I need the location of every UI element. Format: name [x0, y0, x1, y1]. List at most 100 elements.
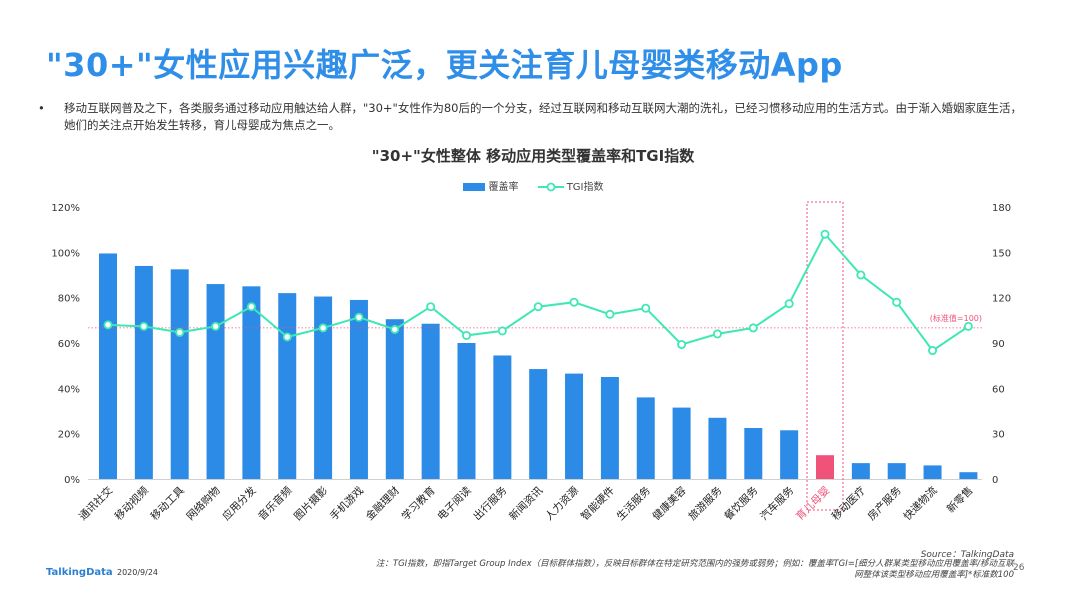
- tgi-point: [246, 302, 256, 312]
- bar-coverage: [457, 343, 476, 479]
- bar-coverage: [959, 472, 978, 479]
- bar-coverage: [672, 407, 691, 479]
- right-axis-tick-label: 120: [992, 294, 1011, 305]
- x-category-label: 移动医疗: [829, 484, 868, 523]
- reference-line-label: (标准值=100): [930, 313, 982, 323]
- x-category-label: 手机游戏: [327, 484, 366, 523]
- bar-coverage: [851, 463, 870, 479]
- tgi-point: [211, 321, 221, 331]
- tgi-point: [605, 309, 615, 319]
- x-category-label: 学习教育: [399, 484, 438, 523]
- x-category-label: 快递物流: [901, 484, 940, 523]
- x-category-label: 旅游服务: [686, 484, 725, 523]
- left-axis-tick-label: 100%: [51, 248, 80, 259]
- footer-date: 2020/9/24: [117, 568, 159, 577]
- bar-coverage: [529, 369, 548, 479]
- x-category-label: 移动视频: [112, 484, 151, 523]
- legend-bar-swatch: [462, 183, 485, 191]
- chart-legend: 覆盖率 TGI指数: [0, 178, 1066, 193]
- x-category-label: 育儿母婴: [793, 484, 832, 523]
- highlight-box: [806, 201, 844, 511]
- right-axis-tick-label: 90: [992, 339, 1005, 350]
- bar-coverage: [206, 284, 225, 479]
- tgi-point: [139, 321, 149, 331]
- x-category-label: 房产服务: [865, 484, 904, 523]
- tgi-point: [103, 320, 113, 330]
- chart-title: "30+"女性整体 移动应用类型覆盖率和TGI指数: [371, 147, 695, 165]
- source-label: Source：TalkingData: [920, 550, 1014, 560]
- legend-item-coverage: 覆盖率: [462, 178, 519, 193]
- left-axis-tick-label: 60%: [58, 339, 80, 350]
- bar-coverage: [780, 430, 799, 479]
- tgi-point: [318, 323, 328, 333]
- tgi-point: [533, 302, 543, 312]
- intro-text: 移动互联网普及之下，各类服务通过移动应用触达给人群，"30+"女性作为80后的一…: [64, 101, 1022, 132]
- x-category-label: 健康美容: [650, 484, 689, 523]
- left-axis-tick-label: 120%: [51, 203, 80, 214]
- bar-coverage: [170, 269, 189, 479]
- page-title: "30+"女性应用兴趣广泛，更关注育儿母婴类移动App: [46, 46, 843, 84]
- tgi-point: [497, 326, 507, 336]
- right-axis-tick-label: 180: [992, 203, 1011, 214]
- x-category-label: 金融理财: [363, 484, 402, 523]
- tgi-line: [107, 232, 969, 352]
- bar-coverage: [99, 253, 117, 479]
- legend-line-swatch: [537, 182, 564, 192]
- bar-coverage: [708, 417, 727, 479]
- left-axis-tick-label: 20%: [58, 430, 80, 441]
- bar-coverage: [242, 286, 261, 479]
- x-category-label: 新闻资讯: [506, 484, 545, 523]
- tgi-point: [461, 330, 471, 340]
- tgi-point: [390, 324, 400, 334]
- x-category-label: 汽车服务: [757, 484, 796, 523]
- tgi-point: [354, 312, 364, 322]
- tgi-point: [784, 299, 794, 309]
- legend-label-tgi: TGI指数: [566, 182, 604, 193]
- x-category-label: 移动工具: [148, 484, 187, 523]
- x-category-label: 通讯社交: [76, 484, 115, 523]
- tgi-point: [963, 321, 973, 331]
- right-axis-tick-label: 30: [992, 430, 1005, 441]
- bar-coverage: [349, 299, 368, 479]
- bar-coverage: [134, 265, 153, 479]
- left-axis-tick-label: 0%: [64, 475, 80, 486]
- right-axis-tick-label: 0: [992, 475, 998, 486]
- x-category-label: 图片摄影: [291, 484, 330, 523]
- tgi-point: [175, 327, 185, 337]
- footnote: 注：TGI指数，即指Target Group Index（目标群体指数），反映目…: [375, 559, 1014, 580]
- bar-coverage: [887, 463, 906, 479]
- bar-coverage: [636, 397, 655, 479]
- talkingdata-logo: TalkingData: [46, 567, 113, 578]
- bullet-dot: •: [38, 101, 45, 115]
- tgi-point: [928, 346, 938, 356]
- bar-coverage: [493, 355, 512, 479]
- x-category-label: 人力资源: [542, 484, 581, 523]
- x-category-label: 音乐音频: [255, 484, 294, 523]
- intro-bullet: • 移动互联网普及之下，各类服务通过移动应用触达给人群，"30+"女性作为80后…: [38, 100, 1028, 134]
- x-category-label: 餐饮服务: [722, 484, 761, 523]
- x-category-label: 网络购物: [184, 484, 223, 523]
- right-axis-tick-label: 60: [992, 384, 1005, 395]
- tgi-point: [748, 323, 758, 333]
- left-axis-tick-label: 40%: [58, 384, 80, 395]
- bar-coverage: [421, 323, 440, 479]
- x-category-label: 生活服务: [614, 484, 653, 523]
- bar-coverage: [600, 377, 619, 479]
- bar-coverage: [314, 296, 333, 479]
- legend-label-coverage: 覆盖率: [488, 182, 519, 193]
- page-number: 26: [1013, 563, 1025, 573]
- tgi-point: [282, 332, 292, 342]
- tgi-point: [641, 303, 651, 313]
- tgi-point: [712, 329, 722, 339]
- bar-coverage: [816, 455, 834, 479]
- tgi-point: [677, 340, 687, 350]
- tgi-point: [569, 297, 579, 307]
- x-category-label: 智能硬件: [578, 484, 617, 523]
- bar-coverage: [923, 465, 942, 479]
- legend-item-tgi: TGI指数: [537, 178, 604, 193]
- bar-coverage: [565, 373, 584, 479]
- tgi-point: [820, 229, 830, 239]
- x-category-label: 新零售: [944, 484, 975, 515]
- right-axis-tick-label: 150: [992, 248, 1011, 259]
